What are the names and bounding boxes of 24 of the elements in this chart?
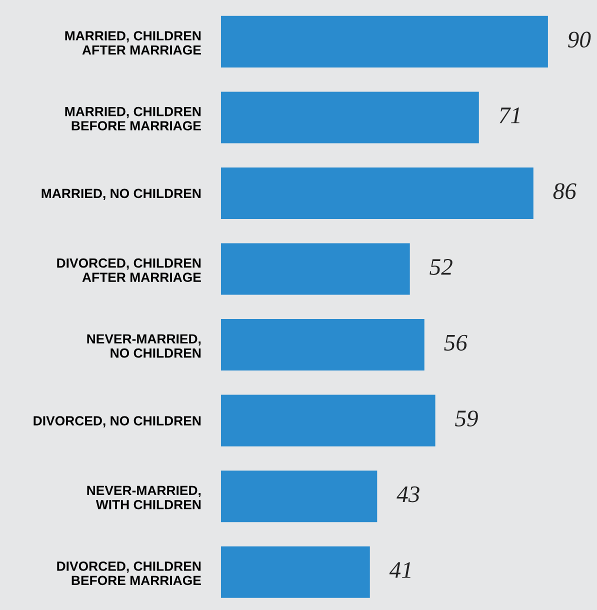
y-tick-label: DIVORCED, CHILDREN BEFORE MARRIAGE: [57, 562, 201, 586]
bar: [220, 546, 370, 598]
bar: [220, 394, 436, 446]
data-label: 52: [430, 259, 452, 275]
data-label: 86: [553, 183, 576, 200]
y-tick-label: MARRIED, NO CHILDREN: [42, 188, 201, 200]
bar: [220, 243, 410, 295]
data-label: 59: [455, 410, 478, 426]
data-label: 43: [396, 486, 420, 502]
y-tick-label: NEVER-MARRIED, NO CHILDREN: [87, 334, 201, 358]
y-tick-label: DIVORCED, NO CHILDREN: [34, 416, 201, 428]
bar: [220, 16, 548, 68]
data-label: 90: [568, 32, 591, 48]
y-tick-label: NEVER-MARRIED, WITH CHILDREN: [87, 486, 201, 510]
bar: [220, 92, 479, 144]
y-tick-label: MARRIED, CHILDREN BEFORE MARRIAGE: [65, 106, 201, 130]
data-label: 56: [444, 334, 468, 351]
bar: [220, 319, 424, 371]
y-tick-label: DIVORCED, CHILDREN AFTER MARRIAGE: [57, 258, 201, 282]
bar: [220, 167, 534, 219]
y-tick-label: MARRIED, CHILDREN AFTER MARRIAGE: [65, 31, 201, 55]
data-label: 71: [500, 108, 520, 124]
data-label: 41: [389, 562, 410, 578]
bar: [220, 470, 378, 522]
